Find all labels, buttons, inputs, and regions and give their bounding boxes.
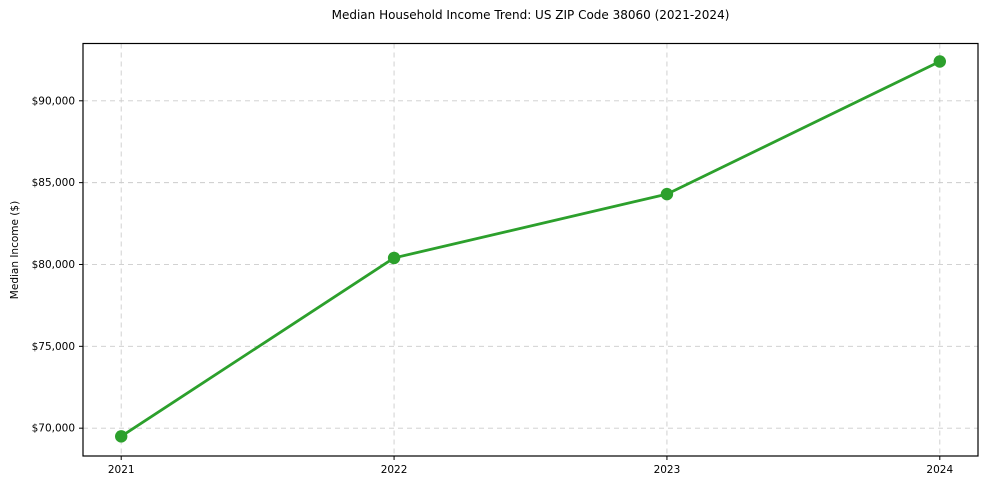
x-tick-label: 2024: [926, 464, 953, 476]
y-tick-label: $75,000: [32, 341, 75, 353]
trend-line: [119, 60, 942, 438]
data-point: [387, 251, 401, 265]
y-tick-label: $80,000: [32, 259, 75, 271]
x-tick-label: 2023: [654, 464, 681, 476]
plot-area: [83, 43, 978, 456]
x-tick-label: 2022: [381, 464, 408, 476]
y-tick-label: $85,000: [32, 177, 75, 189]
data-point: [115, 430, 128, 443]
chart-title: Median Household Income Trend: US ZIP Co…: [331, 8, 730, 22]
data-point: [660, 187, 674, 201]
x-tick-label: 2021: [108, 464, 135, 476]
y-tick-label: $90,000: [32, 95, 75, 107]
data-point: [933, 55, 946, 68]
y-tick-label: $70,000: [32, 423, 75, 435]
plot-border: [82, 42, 979, 457]
y-axis-label: Median Income ($): [9, 200, 21, 300]
